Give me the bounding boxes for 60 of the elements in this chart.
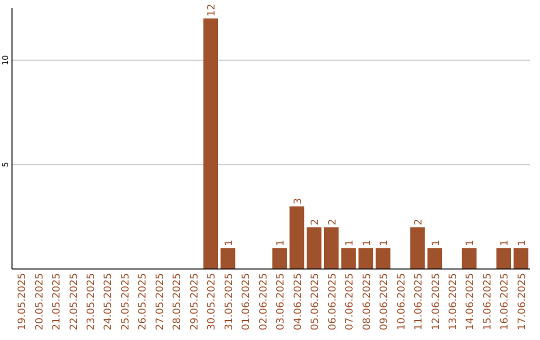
x-tick-label: 09.06.2025 [379, 273, 390, 330]
x-tick-label: 22.05.2025 [68, 273, 80, 330]
y-tick-label: 10 [1, 55, 10, 66]
x-tick-label: 23.05.2025 [86, 273, 97, 330]
bar [514, 248, 528, 269]
x-tick-label: 16.06.2025 [500, 273, 511, 330]
x-tick-label: 02.06.2025 [258, 273, 270, 330]
x-tick-label: 06.06.2025 [327, 273, 338, 330]
x-tick-label: 15.06.2025 [482, 273, 494, 330]
bar [324, 227, 339, 269]
bar [290, 206, 304, 269]
bar [427, 248, 442, 269]
x-tick-label: 13.06.2025 [448, 273, 459, 330]
x-tick-label: 20.05.2025 [34, 273, 46, 330]
x-tick-label: 14.06.2025 [465, 273, 476, 330]
x-tick-label: 27.05.2025 [154, 273, 166, 330]
bar [341, 248, 356, 269]
bar [376, 248, 390, 269]
data-label: 1 [344, 240, 356, 246]
x-tick-label: 08.06.2025 [362, 273, 373, 330]
bar [496, 248, 512, 269]
data-label: 1 [500, 240, 511, 246]
data-label: 2 [414, 218, 425, 226]
bar [272, 248, 287, 269]
x-tick-label: 12.06.2025 [430, 273, 442, 330]
data-label: 2 [310, 218, 322, 226]
y-tick-label: 5 [1, 162, 10, 168]
x-tick-label: 28.05.2025 [172, 273, 184, 330]
x-tick-label: 03.06.2025 [276, 273, 287, 330]
x-tick-label: 21.05.2025 [52, 273, 63, 330]
x-tick-label: 25.05.2025 [120, 273, 132, 330]
x-tick-label: 17.06.2025 [516, 273, 528, 330]
data-label: 1 [465, 240, 476, 246]
bar [203, 18, 218, 269]
data-label: 1 [430, 240, 442, 246]
x-tick-label: 05.06.2025 [310, 273, 322, 330]
data-label: 1 [276, 240, 287, 246]
data-label: 1 [224, 240, 235, 246]
x-tick-label: 07.06.2025 [344, 273, 356, 330]
data-label: 1 [516, 240, 528, 246]
data-label: 12 [206, 4, 218, 16]
bar [410, 227, 425, 269]
data-label: 3 [292, 198, 304, 204]
x-tick-label: 01.06.2025 [241, 273, 252, 330]
x-tick-label: 30.05.2025 [206, 273, 218, 330]
bar [358, 248, 374, 269]
x-tick-label: 11.06.2025 [414, 273, 425, 330]
x-tick-label: 04.06.2025 [292, 273, 304, 330]
data-label: 1 [362, 240, 373, 246]
x-tick-label: 19.05.2025 [17, 273, 28, 330]
data-label: 1 [379, 240, 390, 246]
x-tick-label: 29.05.2025 [189, 273, 200, 330]
bar [306, 227, 322, 269]
x-tick-label: 10.06.2025 [396, 273, 408, 330]
x-tick-label: 24.05.2025 [103, 273, 114, 330]
bar [462, 248, 477, 269]
x-tick-label: 26.05.2025 [138, 273, 149, 330]
data-label: 2 [327, 218, 338, 226]
bar [220, 248, 236, 269]
x-tick-label: 31.05.2025 [224, 273, 235, 330]
